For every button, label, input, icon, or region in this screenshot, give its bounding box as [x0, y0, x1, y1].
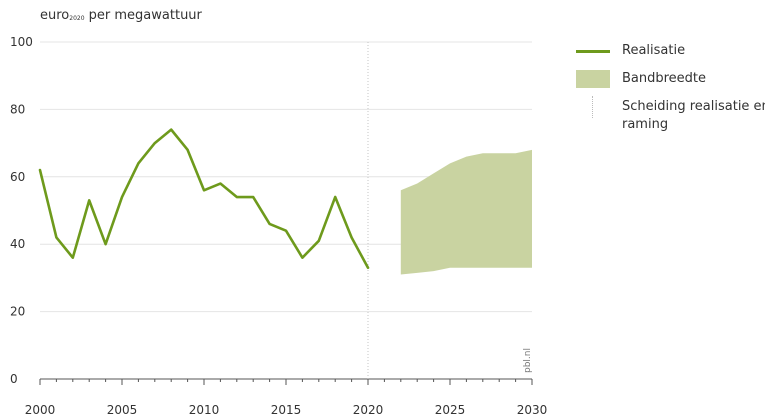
- legend-label: Realisatie: [622, 43, 686, 58]
- x-tick-label: 2030: [517, 403, 548, 417]
- y-tick-label: 100: [10, 35, 33, 49]
- legend-swatch-dotted-line: [592, 96, 593, 118]
- legend-swatch-band: [576, 70, 610, 88]
- y-tick-label: 60: [10, 170, 25, 184]
- legend-label: Bandbreedte: [622, 71, 707, 86]
- legend-swatch-line: [576, 50, 610, 53]
- x-tick-label: 2015: [271, 403, 302, 417]
- x-tick-label: 2005: [107, 403, 138, 417]
- y-tick-label: 80: [10, 102, 25, 116]
- y-tick-label: 40: [10, 237, 25, 251]
- x-tick-label: 2020: [353, 403, 384, 417]
- bandbreedte-area: [400, 149, 532, 275]
- y-tick-label: 20: [10, 305, 25, 319]
- y-axis-label: euro2020 per megawattuur: [40, 8, 202, 23]
- x-tick-label: 2010: [189, 403, 220, 417]
- y-tick-label: 0: [10, 372, 18, 386]
- source-label: pbl.nl: [523, 348, 533, 373]
- x-tick-label: 2025: [435, 403, 466, 417]
- realisatie-line: [38, 128, 370, 270]
- legend-label: Scheiding realisatie en raming: [622, 99, 765, 132]
- x-tick-label: 2000: [25, 403, 56, 417]
